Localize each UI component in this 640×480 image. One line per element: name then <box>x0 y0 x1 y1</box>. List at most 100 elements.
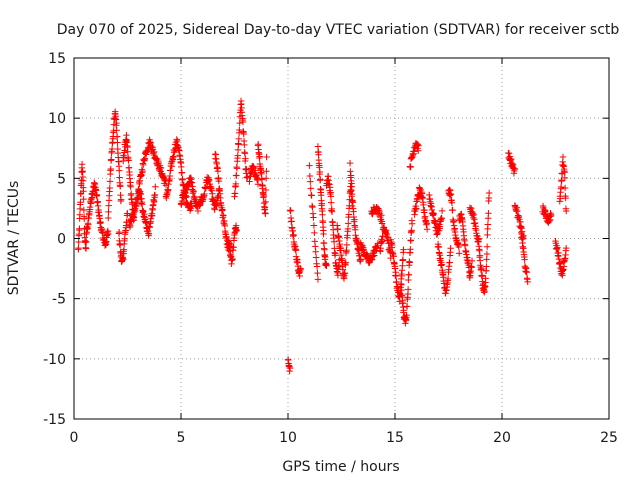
axis-ticks <box>73 57 610 420</box>
data-point <box>259 182 266 190</box>
data-point <box>124 148 131 155</box>
data-point <box>383 230 391 238</box>
data-point <box>290 232 297 239</box>
data-point <box>314 143 322 150</box>
data-point <box>378 212 385 219</box>
data-point <box>306 162 313 169</box>
data-point <box>230 243 237 251</box>
data-point <box>414 141 422 148</box>
data-point <box>241 141 248 149</box>
data-point <box>334 226 341 233</box>
data-point <box>262 175 270 182</box>
data-point <box>483 256 490 263</box>
data-point <box>170 153 177 161</box>
data-point <box>559 153 567 161</box>
data-point <box>430 210 437 217</box>
data-point <box>229 255 236 263</box>
data-point <box>287 207 294 215</box>
data-point <box>316 168 324 176</box>
data-point <box>75 238 82 246</box>
data-point <box>239 118 247 126</box>
data-point <box>433 231 441 238</box>
data-point <box>388 241 396 249</box>
x-tick-label: 10 <box>279 430 297 446</box>
data-point <box>483 263 490 270</box>
data-point <box>123 131 130 139</box>
data-point <box>561 174 569 182</box>
data-point <box>478 265 485 272</box>
data-point <box>145 230 153 238</box>
data-point <box>113 127 120 134</box>
y-tick-label: -15 <box>43 412 66 428</box>
data-point <box>188 179 196 186</box>
data-point <box>297 265 305 273</box>
data-point <box>398 272 406 280</box>
data-point <box>236 126 243 134</box>
data-point <box>80 206 88 214</box>
data-point <box>152 183 159 191</box>
data-point <box>105 208 112 216</box>
y-tick-label: 10 <box>48 111 66 127</box>
data-point <box>511 165 519 173</box>
data-point <box>124 210 131 217</box>
data-point <box>108 145 116 153</box>
data-point <box>471 219 479 227</box>
data-points <box>75 97 570 375</box>
data-point <box>258 176 266 183</box>
data-point <box>117 191 124 199</box>
data-point <box>84 225 91 233</box>
data-point <box>108 156 115 163</box>
data-point <box>330 238 338 245</box>
data-point <box>327 193 335 200</box>
data-point <box>219 206 226 213</box>
data-point <box>234 146 242 154</box>
data-point <box>351 216 358 223</box>
data-point <box>407 246 414 253</box>
data-point <box>447 244 454 252</box>
data-point <box>444 275 452 283</box>
data-point <box>336 240 343 248</box>
data-point <box>233 172 240 179</box>
data-point <box>449 207 456 214</box>
data-point <box>468 205 475 212</box>
data-point <box>485 210 492 217</box>
data-point <box>114 139 121 146</box>
data-point <box>327 199 335 206</box>
data-point <box>148 212 156 219</box>
x-axis-label: GPS time / hours <box>282 459 399 475</box>
data-point <box>483 250 491 258</box>
data-point <box>151 191 159 199</box>
y-axis-label: SDTVAR / TECUs <box>6 181 22 296</box>
data-point <box>484 231 491 239</box>
data-point <box>317 176 324 183</box>
data-point <box>317 186 325 194</box>
data-point <box>178 197 186 205</box>
data-point <box>314 269 321 277</box>
data-point <box>120 246 128 253</box>
data-point <box>150 198 158 206</box>
data-point <box>117 196 125 203</box>
data-point <box>446 186 453 193</box>
data-point <box>392 272 400 280</box>
chart-title: Day 070 of 2025, Sidereal Day-to-day VTE… <box>57 22 620 38</box>
data-point <box>75 244 82 252</box>
data-point <box>233 226 240 234</box>
data-point <box>180 194 188 201</box>
data-point <box>178 169 186 176</box>
data-point <box>91 180 98 188</box>
data-point <box>80 188 87 195</box>
data-point <box>206 177 213 185</box>
data-point <box>342 259 349 266</box>
data-point <box>562 194 569 202</box>
data-point <box>378 220 386 227</box>
data-point <box>263 153 270 161</box>
data-point <box>120 255 127 263</box>
data-point <box>554 244 561 251</box>
data-point <box>314 276 322 283</box>
data-point <box>415 142 422 149</box>
data-point <box>86 203 94 211</box>
y-tick-label: 15 <box>48 51 66 67</box>
data-point <box>407 237 415 244</box>
data-point <box>106 184 113 192</box>
data-point <box>262 210 269 217</box>
